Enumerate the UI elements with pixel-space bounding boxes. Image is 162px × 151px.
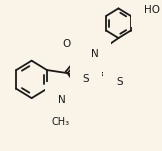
- Text: HO: HO: [144, 5, 160, 15]
- Text: S: S: [116, 77, 122, 87]
- Text: O: O: [84, 88, 92, 98]
- Text: O: O: [63, 39, 71, 49]
- Text: S: S: [83, 74, 89, 84]
- Text: N: N: [91, 49, 99, 59]
- Text: N: N: [58, 95, 66, 105]
- Text: CH₃: CH₃: [51, 117, 69, 127]
